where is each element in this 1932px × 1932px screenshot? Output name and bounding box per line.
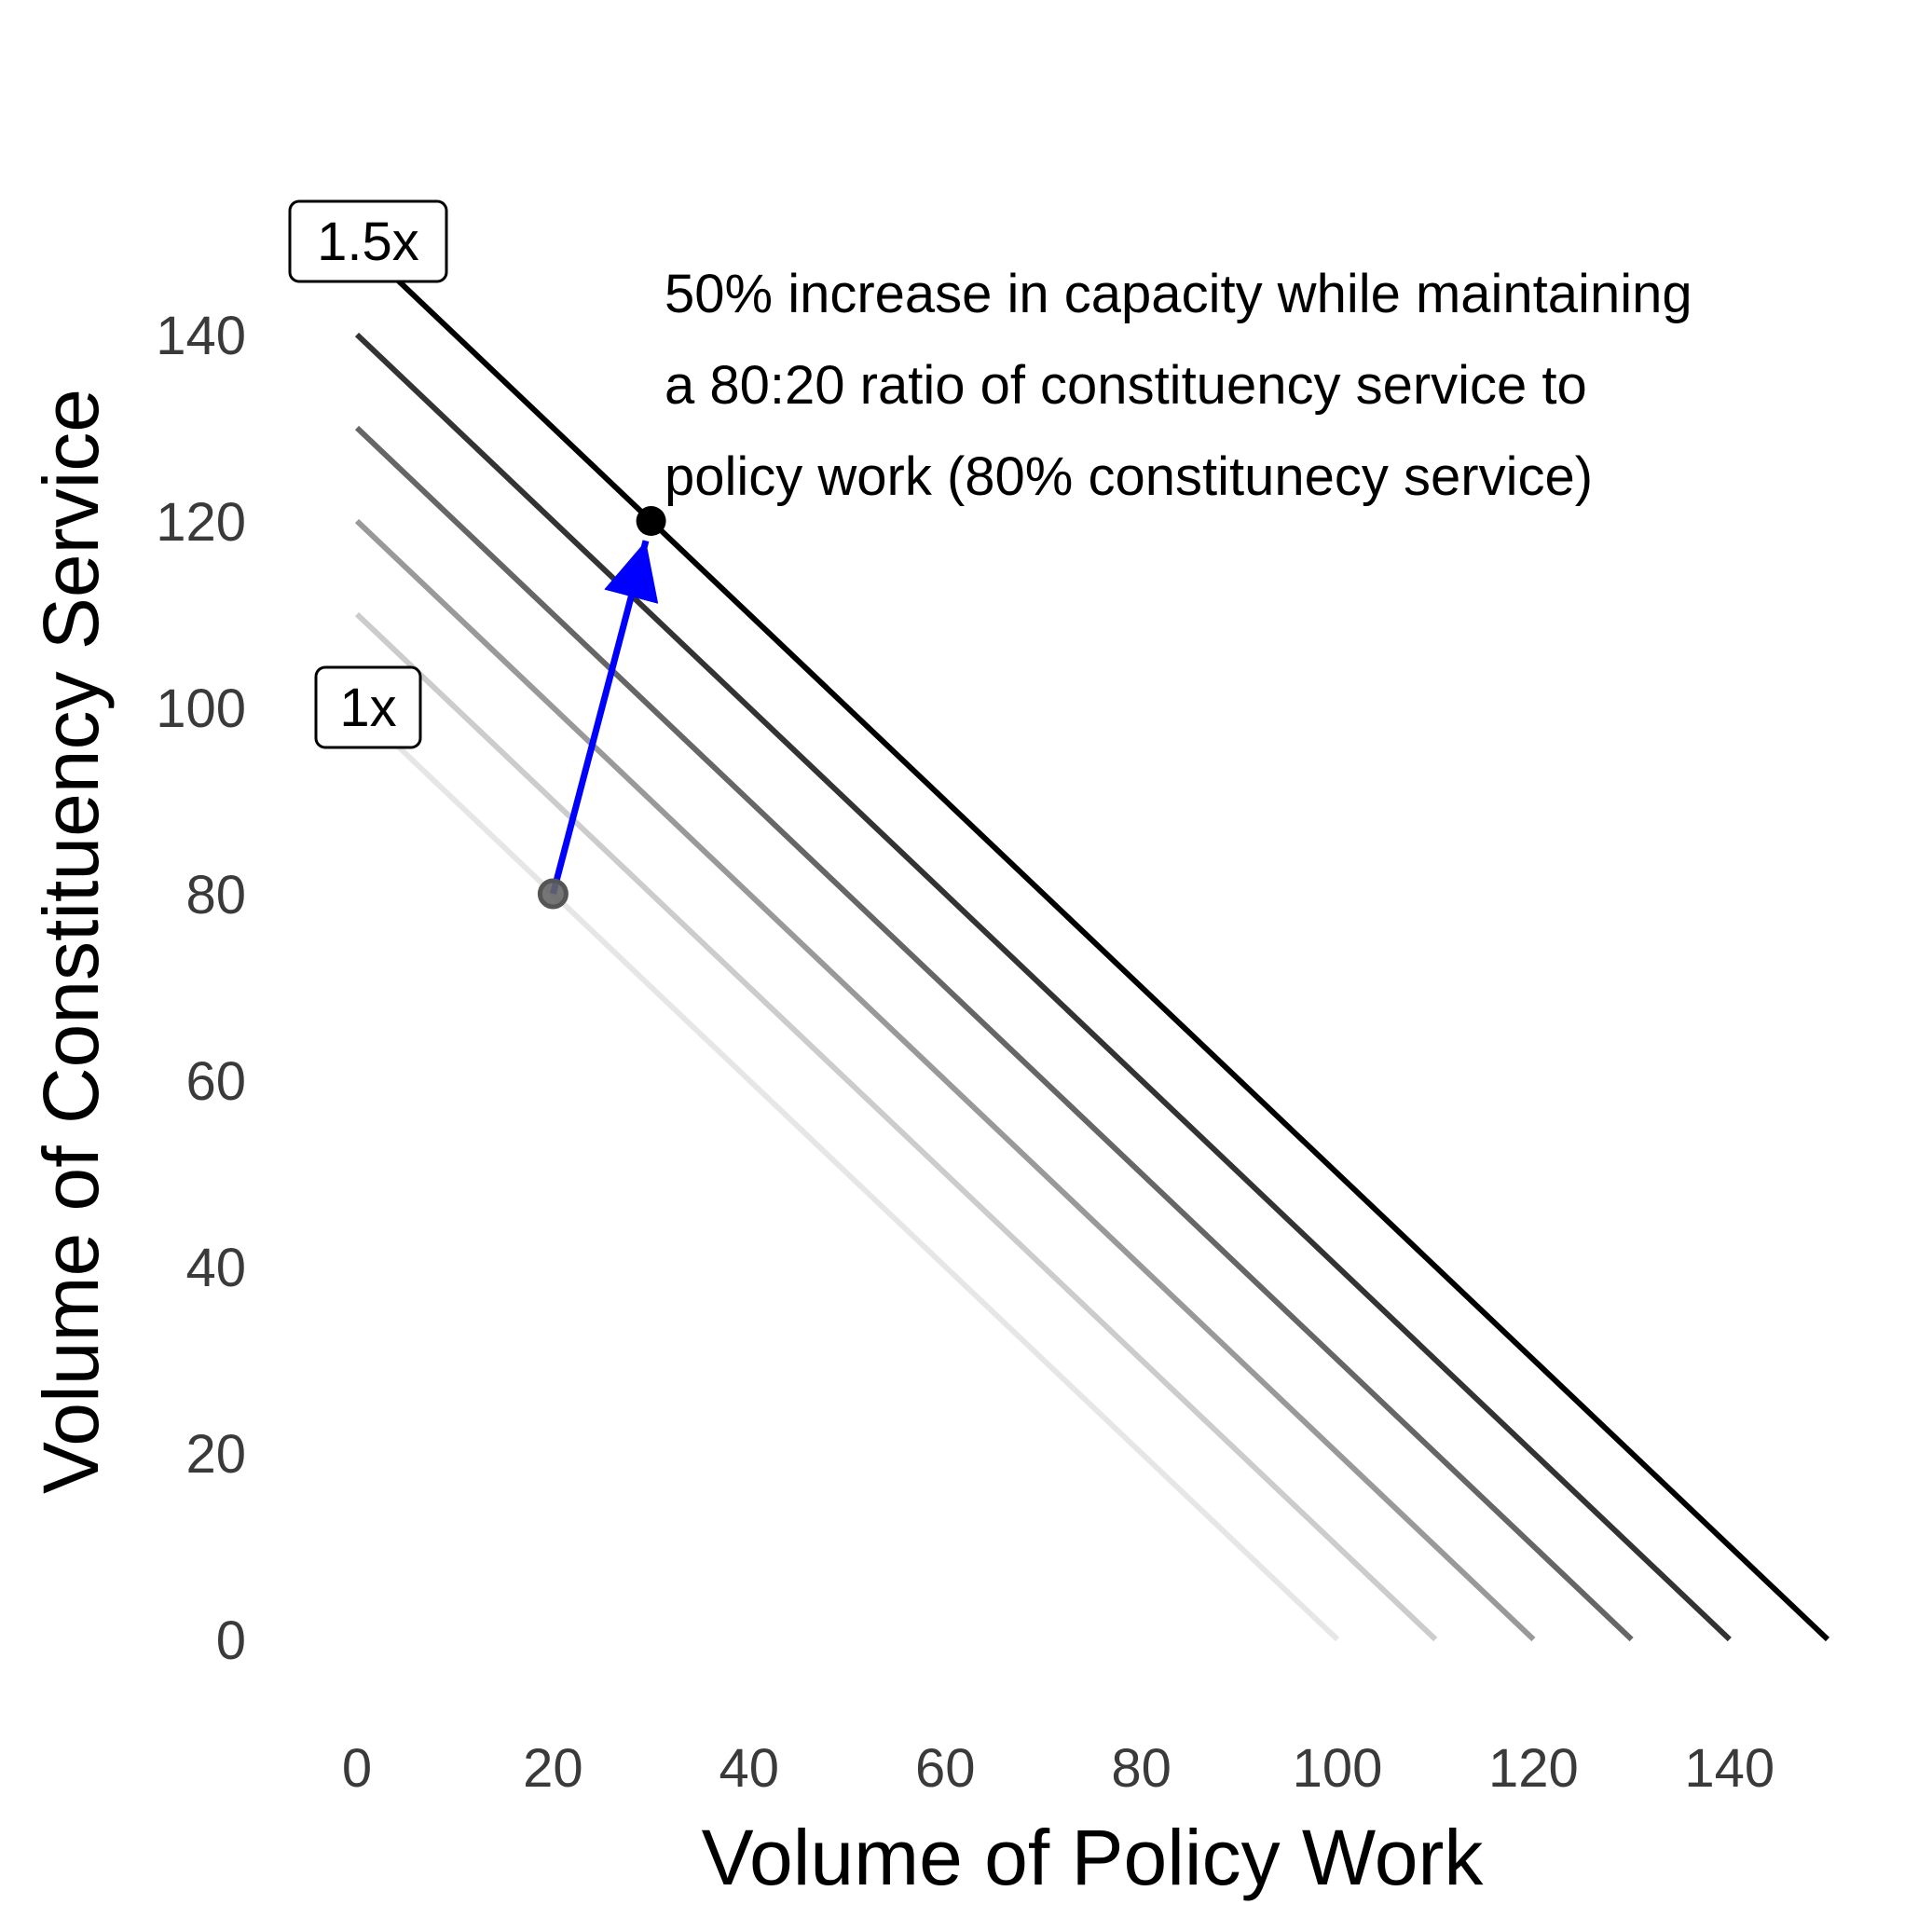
y-axis-title: Volume of Constituency Service [27, 389, 115, 1494]
x-tick-label: 100 [1293, 1738, 1383, 1799]
x-tick-label: 120 [1488, 1738, 1579, 1799]
y-tick-label: 20 [185, 1424, 246, 1485]
x-axis-ticks: 0 20 40 60 80 100 120 140 [342, 1738, 1774, 1799]
budget-line-150 [354, 239, 1830, 1642]
x-axis-title: Volume of Policy Work [702, 1814, 1485, 1901]
budget-line-100 [354, 705, 1340, 1642]
budget-line-110 [354, 611, 1438, 1642]
multiplier-label: 1x [314, 665, 422, 749]
annotation-line: policy work (80% constitunecy service) [665, 446, 1593, 507]
y-tick-label: 60 [185, 1051, 246, 1112]
y-tick-label: 0 [216, 1610, 246, 1671]
capacity-increase-arrow [550, 540, 659, 895]
multiplier-labels: 1x 1.5x [288, 199, 448, 749]
label-text: 1.5x [317, 212, 419, 272]
budget-lines [354, 239, 1830, 1642]
y-tick-label: 140 [156, 306, 246, 366]
budget-line-120 [354, 518, 1536, 1642]
budget-line-130 [354, 425, 1634, 1642]
x-tick-label: 20 [523, 1738, 583, 1799]
y-tick-label: 120 [156, 492, 246, 553]
end-point [636, 506, 666, 536]
x-tick-label: 40 [719, 1738, 780, 1799]
multiplier-label: 1.5x [288, 199, 448, 283]
budget-line-140 [354, 332, 1732, 1642]
annotation-line: 50% increase in capacity while maintaini… [665, 264, 1692, 324]
start-point [537, 878, 569, 910]
label-box [314, 665, 422, 749]
x-tick-label: 140 [1684, 1738, 1774, 1799]
x-tick-label: 0 [342, 1738, 372, 1799]
y-tick-label: 40 [185, 1238, 246, 1298]
label-box [288, 199, 448, 283]
x-tick-label: 60 [915, 1738, 976, 1799]
x-tick-label: 80 [1111, 1738, 1172, 1799]
annotation-text: 50% increase in capacity while maintaini… [665, 264, 1692, 507]
y-tick-label: 100 [156, 678, 246, 739]
annotation-line: a 80:20 ratio of constituency service to [665, 355, 1587, 416]
label-text: 1x [339, 678, 396, 738]
y-tick-label: 80 [185, 865, 246, 925]
y-axis-ticks: 0 20 40 60 80 100 120 140 [156, 306, 246, 1671]
